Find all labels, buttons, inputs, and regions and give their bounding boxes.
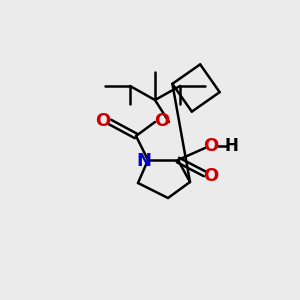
Text: O: O	[203, 167, 219, 185]
Text: N: N	[136, 152, 152, 170]
Text: O: O	[95, 112, 111, 130]
Text: O: O	[154, 112, 169, 130]
Text: H: H	[224, 137, 238, 155]
Text: O: O	[203, 137, 219, 155]
